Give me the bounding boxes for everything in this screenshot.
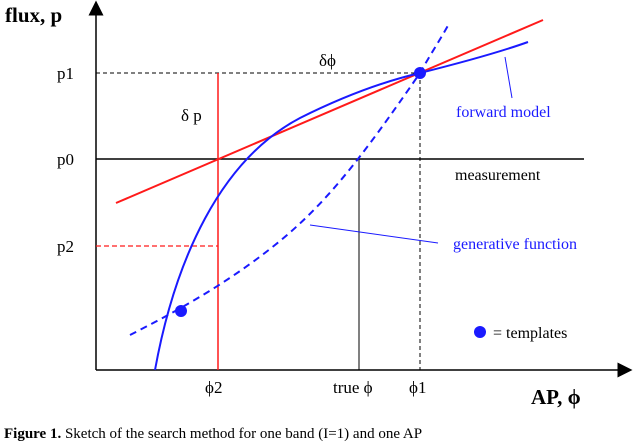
y-tick-p2: p2	[57, 237, 74, 256]
x-tick-phi2: ϕ2	[205, 378, 222, 397]
delta-phi-label: δϕ	[319, 51, 336, 70]
generative-function-label: generative function	[453, 236, 577, 253]
measurement-label: measurement	[455, 167, 541, 184]
y-axis-title: flux, p	[5, 3, 62, 27]
generative-function-pointer	[309, 224, 439, 244]
x-tick-phi1: ϕ1	[409, 378, 426, 397]
forward-model-curve	[154, 41, 529, 371]
forward-model-pointer	[504, 56, 513, 99]
generative-function-curve	[129, 21, 451, 336]
delta-p-label: δ p	[181, 106, 202, 125]
y-tick-p1: p1	[57, 64, 74, 83]
legend-marker	[474, 326, 486, 338]
x-axis-title: AP, ϕ	[531, 385, 581, 409]
linear-approximation-line	[115, 19, 544, 204]
forward-model-label: forward model	[456, 104, 551, 121]
template-marker-2	[175, 305, 187, 317]
y-tick-p0: p0	[57, 150, 74, 169]
legend-templates-label: = templates	[493, 325, 567, 342]
caption-prefix: Figure 1.	[4, 426, 62, 442]
x-tick-true-phi: true ϕ	[333, 378, 373, 397]
template-marker-1	[414, 67, 426, 79]
figure-caption: Figure 1. Sketch of the search method fo…	[4, 426, 640, 443]
caption-text: Sketch of the search method for one band…	[61, 426, 423, 442]
